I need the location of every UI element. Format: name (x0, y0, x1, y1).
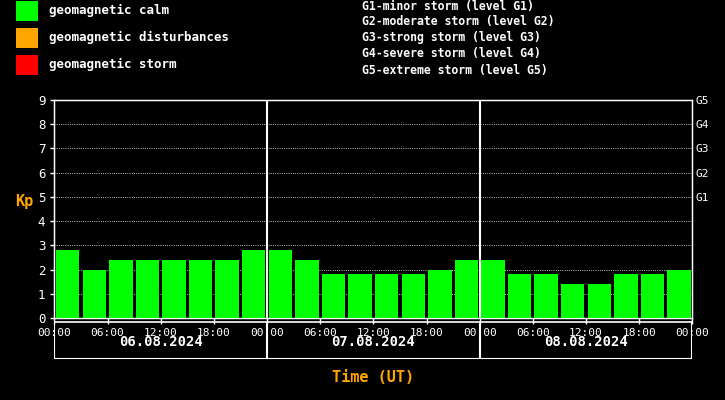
Text: geomagnetic calm: geomagnetic calm (49, 4, 170, 17)
Bar (668, 270, 691, 318)
Bar (109, 260, 133, 318)
Bar (136, 260, 159, 318)
Bar (534, 274, 558, 318)
Text: G1-minor storm (level G1): G1-minor storm (level G1) (362, 0, 534, 13)
Bar (641, 274, 664, 318)
Bar (242, 250, 265, 318)
Text: 08.08.2024: 08.08.2024 (544, 335, 628, 349)
Bar (295, 260, 318, 318)
Bar (322, 274, 345, 318)
Bar (56, 250, 79, 318)
Text: Time (UT): Time (UT) (332, 370, 415, 386)
Bar (588, 284, 611, 318)
Text: G4-severe storm (level G4): G4-severe storm (level G4) (362, 48, 542, 60)
Bar (215, 260, 239, 318)
Bar (455, 260, 478, 318)
Y-axis label: Kp: Kp (14, 194, 33, 209)
Bar (561, 284, 584, 318)
Bar (162, 260, 186, 318)
FancyBboxPatch shape (16, 55, 38, 75)
FancyBboxPatch shape (16, 1, 38, 21)
Bar (508, 274, 531, 318)
Text: G5-extreme storm (level G5): G5-extreme storm (level G5) (362, 64, 548, 77)
Bar (481, 260, 505, 318)
Bar (189, 260, 212, 318)
Text: 06.08.2024: 06.08.2024 (119, 335, 202, 349)
Bar (428, 270, 452, 318)
Bar (402, 274, 425, 318)
Text: G3-strong storm (level G3): G3-strong storm (level G3) (362, 31, 542, 44)
Text: 07.08.2024: 07.08.2024 (331, 335, 415, 349)
Bar (375, 274, 398, 318)
Text: G2-moderate storm (level G2): G2-moderate storm (level G2) (362, 15, 555, 28)
Text: geomagnetic disturbances: geomagnetic disturbances (49, 31, 229, 44)
Bar (614, 274, 637, 318)
Bar (349, 274, 372, 318)
Bar (269, 250, 292, 318)
Bar (83, 270, 106, 318)
FancyBboxPatch shape (16, 28, 38, 48)
Text: geomagnetic storm: geomagnetic storm (49, 58, 177, 71)
